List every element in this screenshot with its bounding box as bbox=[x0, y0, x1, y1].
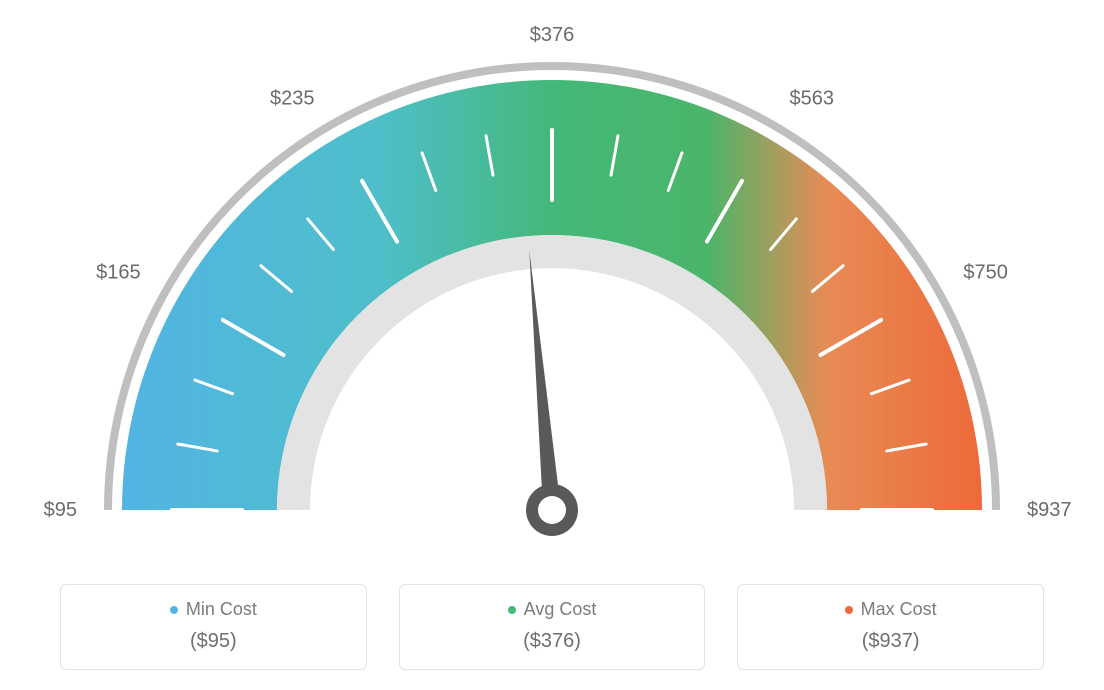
legend-row: Min Cost ($95) Avg Cost ($376) Max Cost … bbox=[0, 584, 1104, 670]
legend-card-min: Min Cost ($95) bbox=[60, 584, 367, 670]
gauge-tick-label: $165 bbox=[96, 262, 141, 284]
gauge-hub-inner bbox=[538, 496, 566, 524]
legend-card-max: Max Cost ($937) bbox=[737, 584, 1044, 670]
legend-label-min: Min Cost bbox=[186, 599, 257, 620]
gauge-tick-label: $376 bbox=[530, 24, 575, 46]
gauge-tick-label: $937 bbox=[1027, 499, 1072, 521]
legend-dot-max bbox=[845, 606, 853, 614]
gauge-tick-label: $235 bbox=[270, 88, 315, 110]
gauge-needle bbox=[529, 251, 561, 511]
legend-value-min: ($95) bbox=[71, 630, 356, 653]
legend-dot-avg bbox=[508, 606, 516, 614]
gauge-tick-label: $563 bbox=[790, 88, 835, 110]
gauge-tick-label: $750 bbox=[963, 262, 1008, 284]
legend-label-avg: Avg Cost bbox=[524, 599, 597, 620]
gauge-tick-label: $95 bbox=[44, 499, 77, 521]
cost-gauge: $95 $165 $235 $376 $563 $750 $937 bbox=[0, 0, 1104, 560]
legend-value-avg: ($376) bbox=[410, 630, 695, 653]
legend-value-max: ($937) bbox=[748, 630, 1033, 653]
legend-dot-min bbox=[170, 606, 178, 614]
legend-card-avg: Avg Cost ($376) bbox=[399, 584, 706, 670]
legend-label-max: Max Cost bbox=[861, 599, 937, 620]
